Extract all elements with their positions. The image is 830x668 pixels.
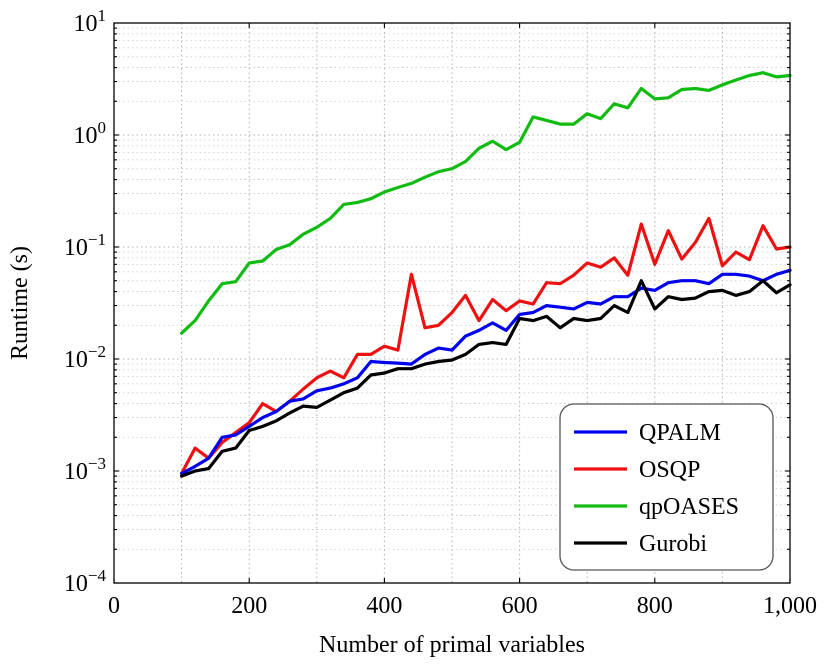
y-axis-title: Runtime (s)	[7, 246, 33, 360]
x-axis-title: Number of primal variables	[319, 632, 585, 658]
legend-box	[559, 403, 774, 571]
x-tick-label: 400	[366, 593, 402, 619]
x-tick-label: 200	[231, 593, 267, 619]
x-tick-label: 800	[637, 593, 673, 619]
x-tick-labels: 0 200 400 600 800 1,000	[108, 593, 817, 619]
y-tick-label: 100	[74, 118, 107, 149]
x-tick-label: 1,000	[763, 593, 817, 619]
legend-items: QPALM OSQP qpOASES Gurobi	[574, 420, 739, 557]
y-tick-label: 10−2	[64, 342, 106, 373]
series-line-qpoases	[180, 71, 792, 335]
y-tick-label: 10−1	[64, 230, 106, 261]
series-layer	[180, 71, 792, 478]
legend-label-osqp: OSQP	[639, 457, 700, 483]
y-tick-label: 10−3	[64, 454, 106, 485]
tick-layer	[113, 23, 791, 584]
series-line-gurobi	[180, 279, 792, 478]
legend: QPALM OSQP qpOASES Gurobi	[559, 403, 774, 571]
legend-label-qpalm: QPALM	[639, 420, 721, 446]
legend-label-qpoases: qpOASES	[639, 494, 739, 520]
x-tick-label: 600	[502, 593, 538, 619]
y-tick-label: 10−4	[64, 566, 107, 597]
plot-frame	[113, 22, 791, 584]
legend-label-gurobi: Gurobi	[639, 531, 707, 557]
series-line-qpalm	[180, 268, 792, 476]
y-tick-label: 101	[74, 6, 107, 37]
x-tick-label: 0	[108, 593, 120, 619]
y-tick-labels: 10−4 10−3 10−2 10−1 100 101	[64, 6, 107, 597]
